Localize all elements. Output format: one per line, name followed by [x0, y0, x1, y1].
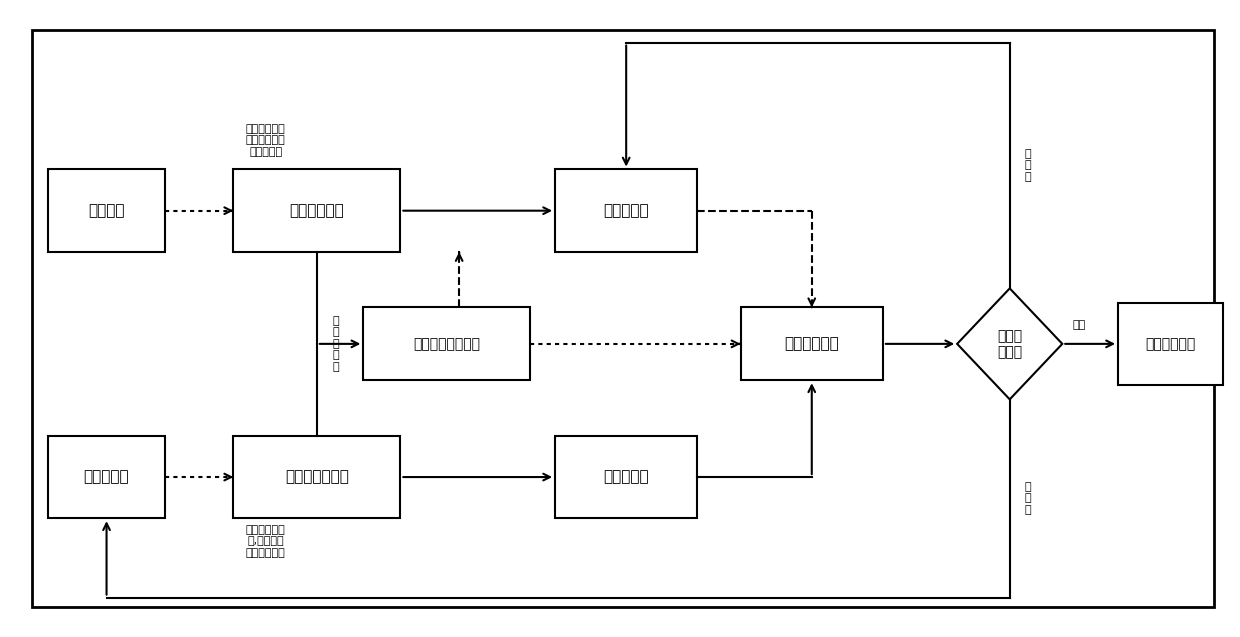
Text: 红外相机: 红外相机	[88, 203, 125, 218]
Text: 满足: 满足	[1073, 320, 1085, 330]
Bar	[233, 436, 401, 519]
Text: 特征点检测: 特征点检测	[604, 469, 649, 485]
Text: 可见光图像校正: 可见光图像校正	[285, 469, 348, 485]
Bar	[363, 308, 531, 380]
Text: 覆盖图
像区域: 覆盖图 像区域	[997, 329, 1022, 359]
Text: 红外图像校正: 红外图像校正	[289, 203, 345, 218]
Text: 可见光相机: 可见光相机	[84, 469, 129, 485]
Text: 红外相机内参
与可见光相机
的位置关系: 红外相机内参 与可见光相机 的位置关系	[246, 124, 285, 157]
Text: 傅
里
叶
变
换: 傅 里 叶 变 换	[332, 316, 340, 372]
Text: 不
满
足: 不 满 足	[1024, 149, 1032, 182]
Polygon shape	[957, 289, 1063, 399]
Bar	[48, 169, 165, 252]
Text: 特征点检测: 特征点检测	[604, 203, 649, 218]
Bar	[556, 436, 697, 519]
Bar	[1118, 303, 1223, 385]
Text: 红外与可见光配准: 红外与可见光配准	[413, 337, 480, 351]
Bar	[740, 308, 883, 380]
Text: 修正标定结果: 修正标定结果	[1146, 337, 1195, 351]
Bar	[556, 169, 697, 252]
Bar	[233, 169, 401, 252]
Text: 不
满
足: 不 满 足	[1024, 482, 1032, 515]
Text: 可见光相机内
参,与红外相
机的位置关系: 可见光相机内 参,与红外相 机的位置关系	[246, 525, 285, 558]
Text: 筛选匹配点对: 筛选匹配点对	[785, 336, 839, 352]
Bar	[48, 436, 165, 519]
